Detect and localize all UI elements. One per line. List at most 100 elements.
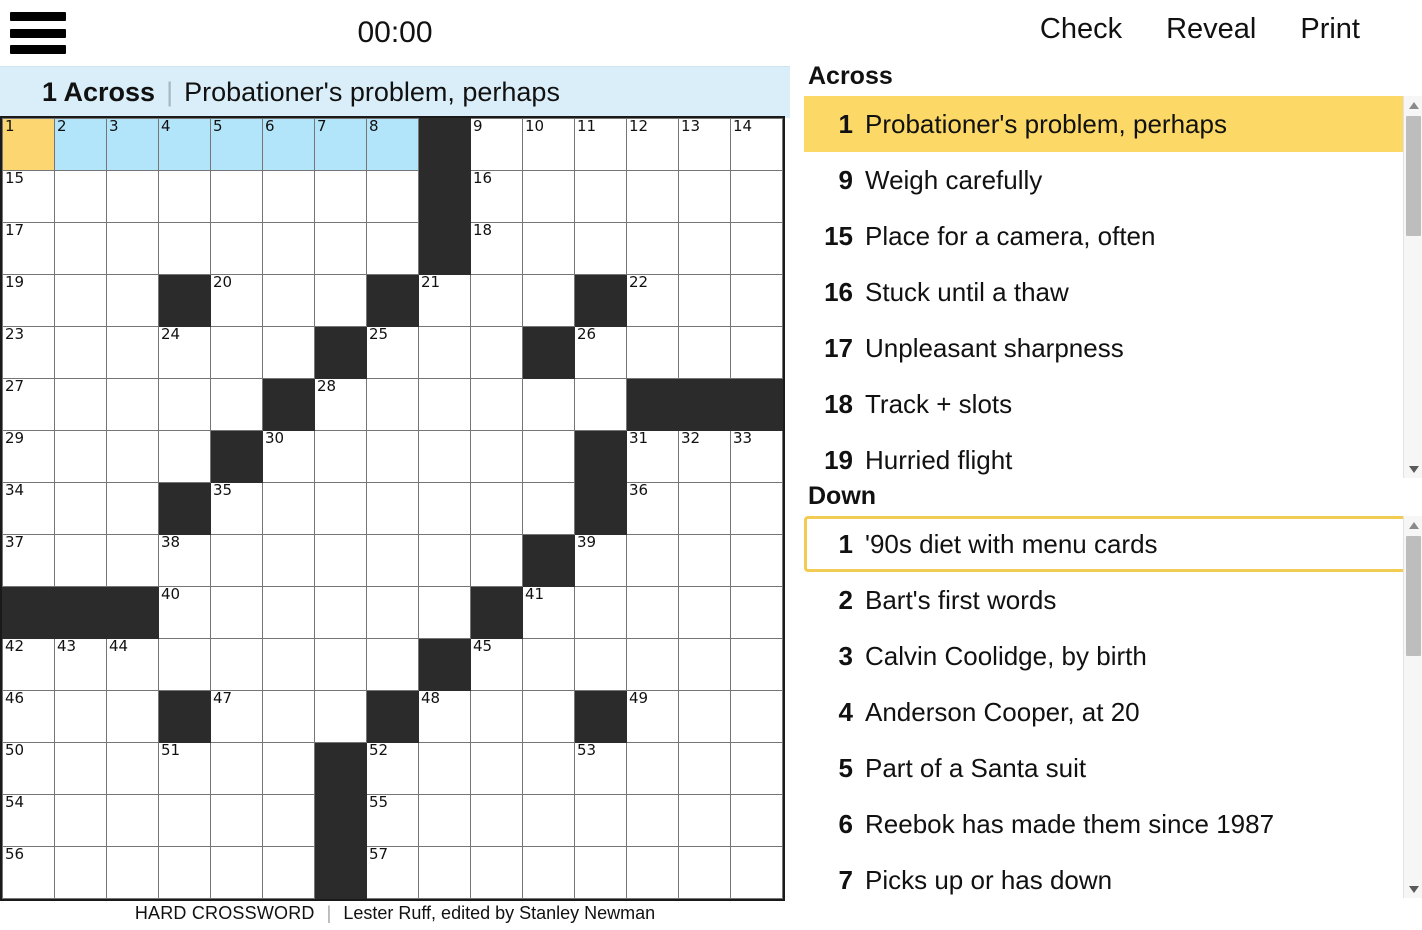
grid-cell[interactable] [522, 482, 575, 535]
grid-cell[interactable] [678, 482, 731, 535]
grid-cell[interactable] [262, 534, 315, 587]
grid-cell[interactable]: 10 [522, 118, 575, 171]
grid-cell[interactable]: 4 [158, 118, 211, 171]
grid-cell[interactable] [730, 534, 783, 587]
grid-cell[interactable]: 38 [158, 534, 211, 587]
grid-cell[interactable] [366, 534, 419, 587]
grid-cell[interactable]: 3 [106, 118, 159, 171]
grid-cell[interactable] [54, 170, 107, 223]
grid-cell[interactable] [262, 690, 315, 743]
grid-cell[interactable] [730, 690, 783, 743]
grid-cell[interactable]: 49 [626, 690, 679, 743]
grid-cell[interactable]: 48 [418, 690, 471, 743]
grid-cell[interactable] [678, 794, 731, 847]
grid-cell[interactable]: 51 [158, 742, 211, 795]
grid-cell[interactable] [210, 222, 263, 275]
grid-cell[interactable] [730, 742, 783, 795]
grid-cell[interactable] [470, 430, 523, 483]
grid-cell[interactable] [626, 846, 679, 899]
crossword-grid[interactable]: 1 2 3 4 5 6 7 8 9 10 11 12 13 14 15 16 17 18 19 20 21 22 23 24 2… [2, 118, 783, 899]
grid-cell[interactable] [262, 742, 315, 795]
grid-cell[interactable] [418, 326, 471, 379]
grid-cell[interactable]: 31 [626, 430, 679, 483]
grid-cell[interactable] [210, 170, 263, 223]
clue-item-across-17[interactable]: 17 Unpleasant sharpness [804, 320, 1422, 376]
grid-cell[interactable]: 53 [574, 742, 627, 795]
grid-cell[interactable]: 28 [314, 378, 367, 431]
grid-cell[interactable] [522, 794, 575, 847]
grid-cell[interactable] [54, 846, 107, 899]
grid-cell[interactable] [158, 794, 211, 847]
clue-item-down-1[interactable]: 1 '90s diet with menu cards [804, 516, 1422, 572]
grid-cell[interactable]: 30 [262, 430, 315, 483]
grid-cell[interactable]: 13 [678, 118, 731, 171]
grid-cell[interactable] [730, 482, 783, 535]
clue-item-down-3[interactable]: 3 Calvin Coolidge, by birth [804, 628, 1422, 684]
grid-cell[interactable] [418, 586, 471, 639]
grid-cell[interactable] [158, 430, 211, 483]
grid-cell[interactable] [574, 794, 627, 847]
clue-item-down-7[interactable]: 7 Picks up or has down [804, 852, 1422, 898]
grid-cell[interactable] [626, 794, 679, 847]
grid-cell[interactable] [106, 430, 159, 483]
grid-cell[interactable] [106, 378, 159, 431]
grid-cell[interactable] [574, 170, 627, 223]
grid-cell[interactable] [106, 690, 159, 743]
grid-cell[interactable] [470, 794, 523, 847]
grid-cell[interactable] [210, 534, 263, 587]
grid-cell[interactable] [730, 326, 783, 379]
grid-cell[interactable]: 52 [366, 742, 419, 795]
grid-cell[interactable] [54, 690, 107, 743]
grid-cell[interactable] [210, 846, 263, 899]
grid-cell[interactable] [262, 274, 315, 327]
grid-cell[interactable]: 35 [210, 482, 263, 535]
grid-cell[interactable]: 5 [210, 118, 263, 171]
grid-cell[interactable] [522, 274, 575, 327]
grid-cell[interactable] [210, 742, 263, 795]
grid-cell[interactable]: 21 [418, 274, 471, 327]
grid-cell[interactable] [418, 430, 471, 483]
grid-cell[interactable] [730, 586, 783, 639]
grid-cell[interactable] [626, 534, 679, 587]
grid-cell[interactable]: 33 [730, 430, 783, 483]
grid-cell[interactable] [522, 742, 575, 795]
grid-cell[interactable]: 42 [2, 638, 55, 691]
grid-cell[interactable] [106, 794, 159, 847]
across-clue-list[interactable]: 1 Probationer's problem, perhaps 9 Weigh ca… [804, 96, 1422, 478]
grid-cell[interactable] [730, 638, 783, 691]
grid-cell[interactable] [418, 482, 471, 535]
clue-item-across-18[interactable]: 18 Track + slots [804, 376, 1422, 432]
grid-cell[interactable] [522, 170, 575, 223]
grid-cell[interactable] [418, 534, 471, 587]
grid-cell[interactable]: 56 [2, 846, 55, 899]
grid-cell[interactable] [314, 222, 367, 275]
grid-cell[interactable] [574, 846, 627, 899]
grid-cell[interactable]: 2 [54, 118, 107, 171]
grid-cell[interactable] [626, 638, 679, 691]
grid-cell[interactable] [54, 482, 107, 535]
grid-cell[interactable] [314, 586, 367, 639]
down-scrollbar-thumb[interactable] [1406, 536, 1421, 656]
grid-cell[interactable] [626, 586, 679, 639]
grid-cell[interactable] [106, 534, 159, 587]
grid-cell[interactable] [210, 378, 263, 431]
grid-cell[interactable] [314, 638, 367, 691]
scroll-down-arrow-icon[interactable] [1404, 880, 1422, 898]
grid-cell[interactable] [626, 326, 679, 379]
grid-cell[interactable]: 45 [470, 638, 523, 691]
grid-cell[interactable]: 26 [574, 326, 627, 379]
grid-cell[interactable] [470, 742, 523, 795]
grid-cell[interactable] [678, 222, 731, 275]
timer[interactable]: 00:00 [357, 16, 433, 49]
grid-cell[interactable] [366, 170, 419, 223]
grid-cell[interactable]: 24 [158, 326, 211, 379]
grid-cell[interactable]: 1 [2, 118, 55, 171]
clue-item-down-4[interactable]: 4 Anderson Cooper, at 20 [804, 684, 1422, 740]
grid-cell[interactable] [678, 586, 731, 639]
grid-cell[interactable] [262, 170, 315, 223]
grid-cell[interactable] [54, 378, 107, 431]
grid-cell[interactable] [314, 690, 367, 743]
grid-cell[interactable] [522, 846, 575, 899]
grid-cell[interactable]: 55 [366, 794, 419, 847]
grid-cell[interactable] [210, 638, 263, 691]
